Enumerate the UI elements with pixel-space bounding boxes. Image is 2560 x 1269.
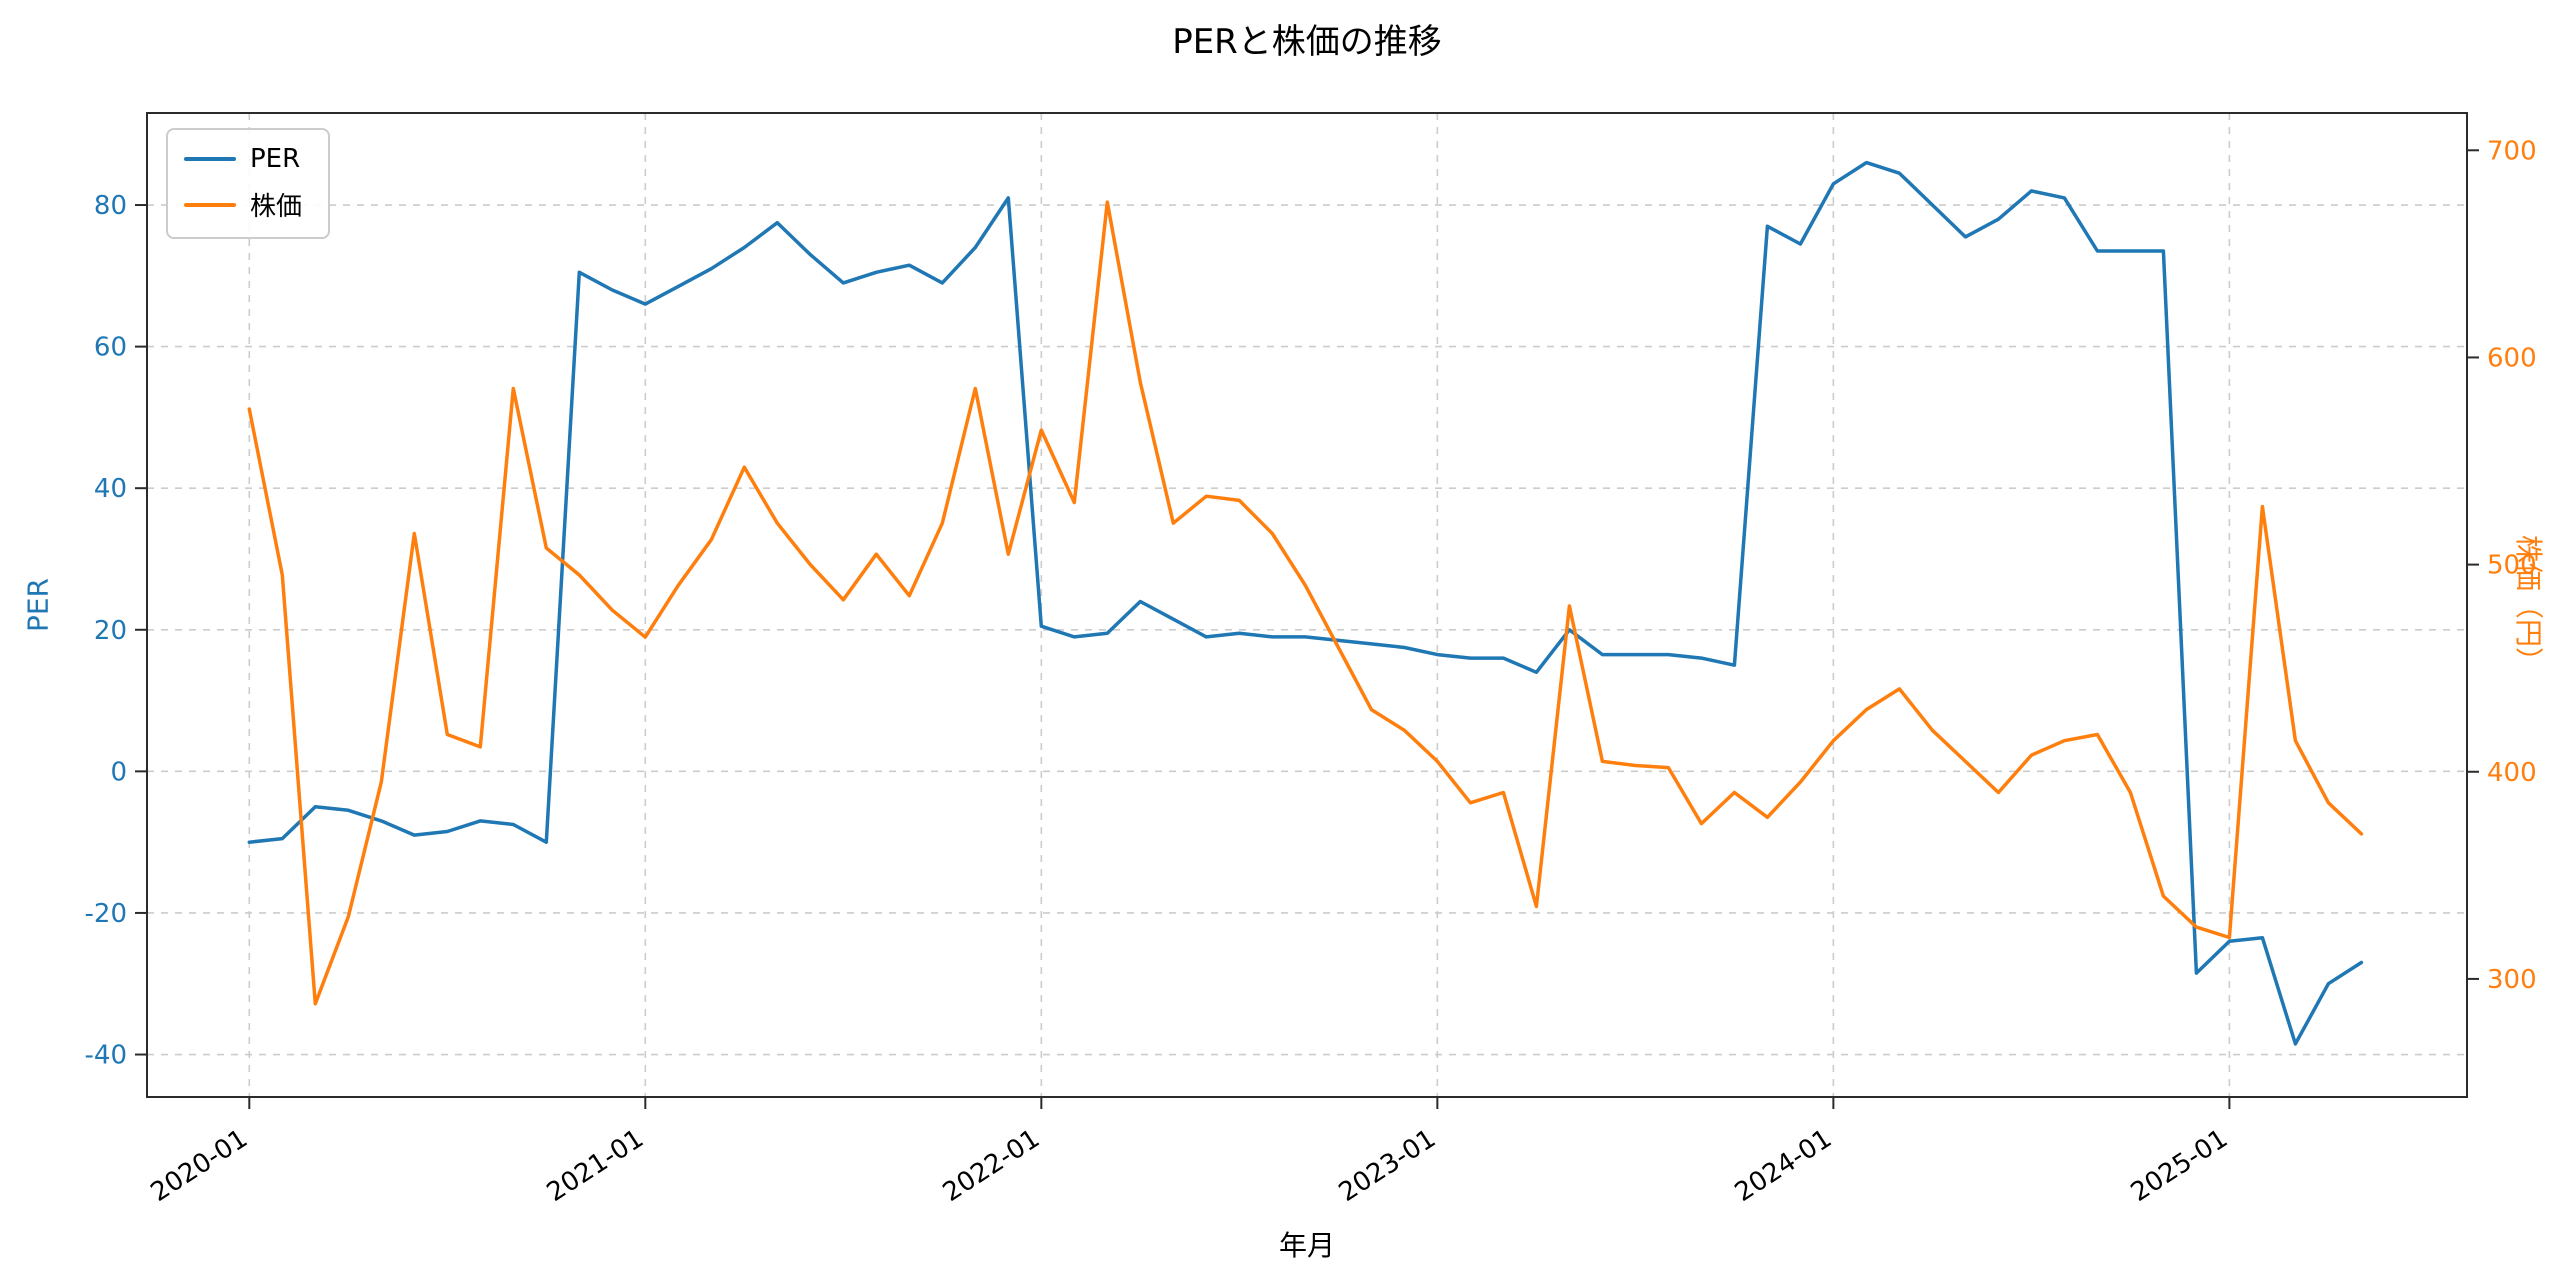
right-tick-label: 300 [2487, 965, 2537, 995]
left-tick-label: 40 [94, 474, 127, 504]
series-line-株価 [247, 200, 2364, 1006]
legend-item-per: PER [184, 144, 302, 174]
right-tick-label: 400 [2487, 758, 2537, 788]
x-tick-label: 2021-01 [542, 1124, 649, 1208]
x-axis-label: 年月 [1278, 1229, 1335, 1262]
x-tick-label: 2024-01 [1730, 1124, 1837, 1208]
x-tick-label: 2020-01 [146, 1124, 253, 1208]
left-tick-label: 20 [94, 616, 127, 646]
x-tick-label: 2023-01 [1334, 1124, 1441, 1208]
left-tick-label: 60 [94, 333, 127, 363]
per-line-swatch [184, 157, 236, 161]
left-tick-label: -40 [85, 1041, 127, 1071]
x-tick-label: 2022-01 [938, 1124, 1045, 1208]
legend-item-price: 株価 [184, 186, 302, 223]
left-tick-label: 0 [110, 757, 127, 787]
left-tick-label: -20 [85, 899, 127, 929]
x-tick-label: 2025-01 [2126, 1124, 2233, 1208]
right-tick-label: 700 [2487, 136, 2537, 166]
series-line-PER [247, 160, 2364, 1046]
chart-title: PERと株価の推移 [1172, 22, 1442, 62]
right-tick-label: 600 [2487, 343, 2537, 373]
price-line-swatch [184, 202, 236, 207]
plot-frame [146, 112, 2468, 1098]
legend: PER 株価 [166, 128, 331, 239]
legend-label-per: PER [250, 144, 301, 174]
legend-label-price: 株価 [250, 192, 303, 222]
right-tick-label: 500 [2487, 551, 2537, 581]
left-tick-label: 80 [94, 191, 127, 221]
